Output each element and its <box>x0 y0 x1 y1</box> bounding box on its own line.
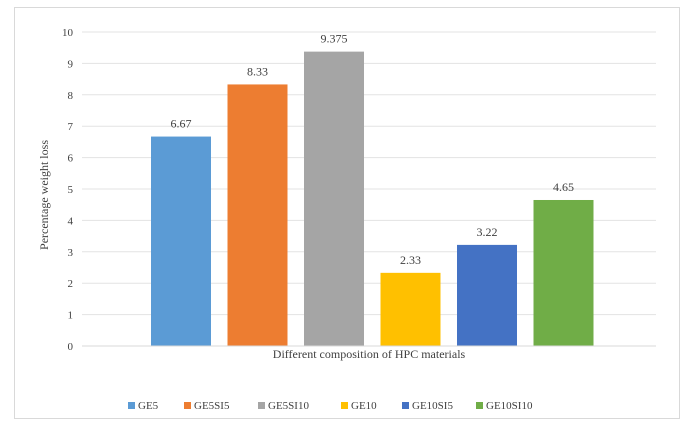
y-tick-label: 3 <box>68 247 74 259</box>
legend-swatch <box>184 402 191 409</box>
data-label: 4.65 <box>553 180 574 194</box>
legend-label: GE5SI5 <box>194 400 230 412</box>
y-tick-label: 1 <box>68 310 74 322</box>
y-tick-label: 10 <box>62 27 74 39</box>
data-label: 9.375 <box>321 32 348 46</box>
y-tick-label: 9 <box>68 58 74 70</box>
data-label: 8.33 <box>247 64 268 78</box>
data-label: 2.33 <box>400 253 421 267</box>
bars <box>151 51 594 347</box>
data-label: 6.67 <box>171 117 192 131</box>
bar-ge10si10 <box>533 199 594 346</box>
x-axis-label: Different composition of HPC materials <box>273 347 466 361</box>
y-tick-label: 2 <box>68 278 74 290</box>
legend-swatch <box>128 402 135 409</box>
legend-label: GE10SI10 <box>486 400 533 412</box>
legend-swatch <box>258 402 265 409</box>
y-axis-ticks: 0 1 2 3 4 5 6 7 8 9 10 <box>62 27 74 353</box>
legend-swatch <box>476 402 483 409</box>
y-tick-label: 0 <box>68 341 74 353</box>
bar-ge10 <box>380 272 441 346</box>
y-tick-label: 6 <box>68 153 74 165</box>
y-tick-label: 5 <box>68 184 74 196</box>
bar-ge5si5 <box>227 84 288 347</box>
data-label: 3.22 <box>477 225 498 239</box>
legend-swatch <box>341 402 348 409</box>
legend-label: GE10SI5 <box>412 400 453 412</box>
bar-ge10si5 <box>457 244 517 346</box>
y-axis-label: Percentage weight loss <box>37 140 51 250</box>
bar-ge5 <box>151 136 211 346</box>
bar-ge5si10 <box>304 51 364 346</box>
legend-label: GE5SI10 <box>268 400 309 412</box>
y-tick-label: 7 <box>68 121 74 133</box>
legend-label: GE5 <box>138 400 159 412</box>
y-tick-label: 4 <box>68 215 74 227</box>
y-tick-label: 8 <box>68 90 74 102</box>
data-labels: 6.67 8.33 9.375 2.33 3.22 4.65 <box>171 32 575 267</box>
legend: GE5 GE5SI5 GE5SI10 GE10 GE10SI5 GE10SI10 <box>128 400 533 412</box>
legend-swatch <box>402 402 409 409</box>
legend-label: GE10 <box>351 400 377 412</box>
